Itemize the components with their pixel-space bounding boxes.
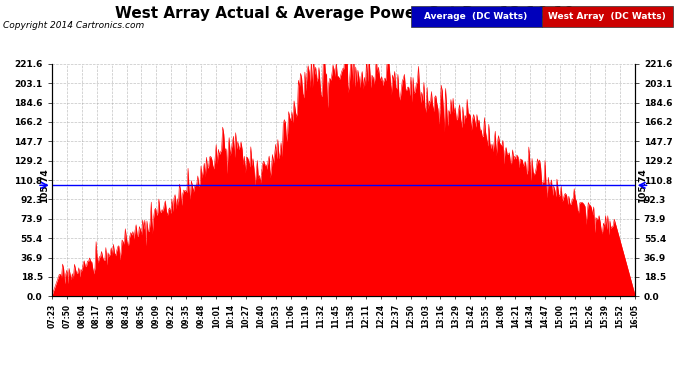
Text: Copyright 2014 Cartronics.com: Copyright 2014 Cartronics.com (3, 21, 145, 30)
Text: 105.74: 105.74 (638, 168, 647, 202)
Text: West Array Actual & Average Power Sat Dec 13 16:10: West Array Actual & Average Power Sat De… (115, 6, 575, 21)
Text: 105.74: 105.74 (40, 168, 49, 202)
Text: West Array  (DC Watts): West Array (DC Watts) (549, 12, 666, 21)
Text: Average  (DC Watts): Average (DC Watts) (424, 12, 528, 21)
